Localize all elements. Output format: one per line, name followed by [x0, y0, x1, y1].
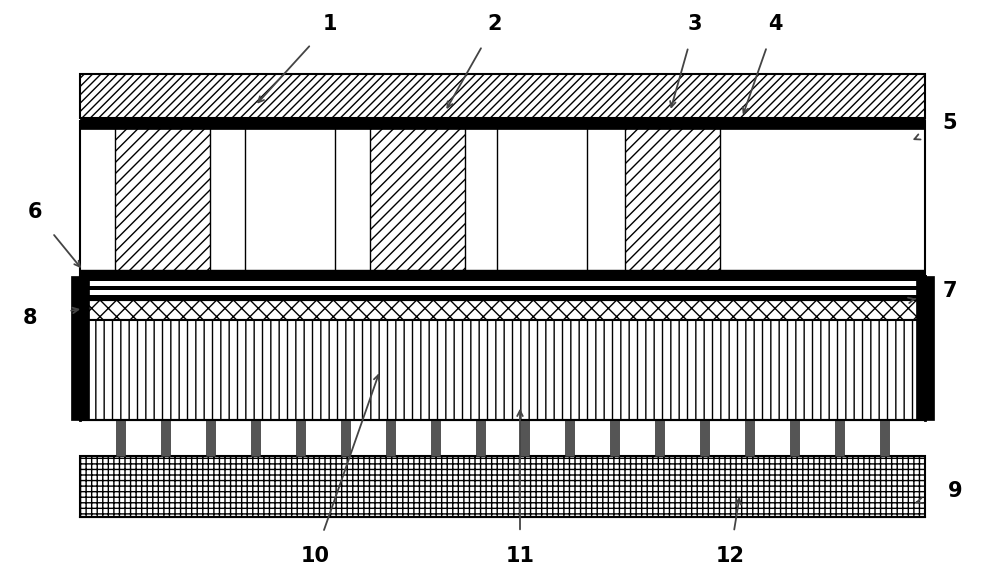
Text: 10: 10: [300, 546, 330, 566]
Bar: [206, 420, 215, 456]
Bar: [431, 420, 440, 456]
Bar: [80, 281, 925, 286]
Bar: [80, 121, 925, 276]
Bar: [80, 74, 925, 118]
Bar: [80, 300, 925, 320]
Bar: [880, 420, 889, 456]
Text: 7: 7: [943, 281, 957, 301]
Bar: [790, 420, 799, 456]
Bar: [565, 420, 574, 456]
Bar: [80, 121, 925, 126]
Bar: [610, 420, 619, 456]
Bar: [916, 276, 934, 420]
Bar: [245, 121, 335, 276]
Bar: [835, 420, 844, 456]
Bar: [80, 270, 925, 276]
Bar: [71, 276, 89, 420]
Bar: [80, 276, 925, 300]
Text: 11: 11: [506, 546, 534, 566]
Bar: [80, 286, 925, 290]
Bar: [251, 420, 260, 456]
Bar: [80, 276, 925, 281]
Bar: [296, 420, 305, 456]
Text: 12: 12: [716, 546, 744, 566]
Bar: [161, 420, 170, 456]
Bar: [476, 420, 485, 456]
Bar: [115, 121, 210, 276]
Text: 2: 2: [488, 14, 502, 34]
Bar: [80, 295, 925, 300]
Text: 3: 3: [688, 14, 702, 34]
Bar: [386, 420, 395, 456]
Bar: [80, 320, 925, 420]
Bar: [80, 118, 925, 129]
Text: 9: 9: [948, 481, 962, 501]
Text: 6: 6: [28, 202, 42, 222]
Bar: [80, 290, 925, 295]
Text: 1: 1: [323, 14, 337, 34]
Bar: [341, 420, 350, 456]
Bar: [497, 121, 587, 276]
Text: 5: 5: [943, 113, 957, 133]
Bar: [370, 121, 465, 276]
Bar: [700, 420, 709, 456]
Bar: [625, 121, 720, 276]
Text: 4: 4: [768, 14, 782, 34]
Bar: [655, 420, 664, 456]
Bar: [80, 456, 925, 517]
Bar: [520, 420, 529, 456]
Bar: [745, 420, 754, 456]
Text: 8: 8: [23, 308, 37, 328]
Bar: [116, 420, 125, 456]
